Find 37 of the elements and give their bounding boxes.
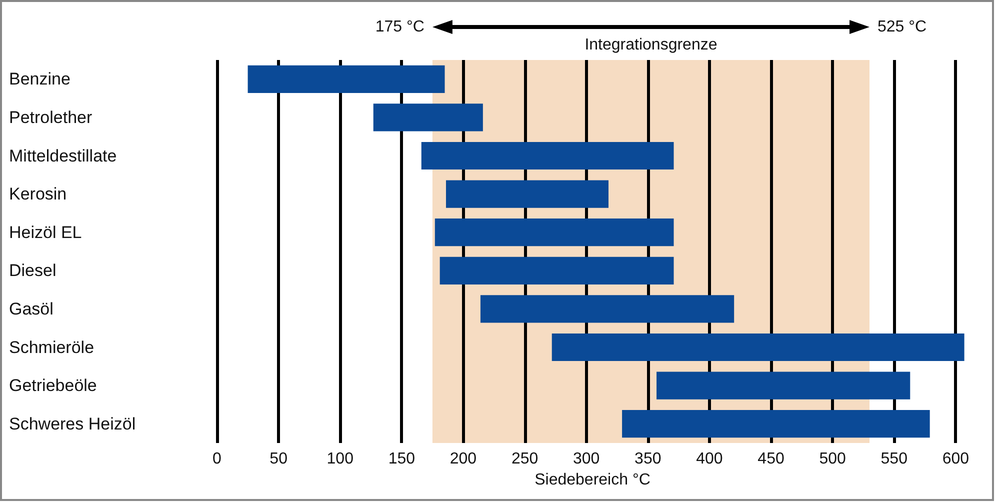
y-tick-label: Schweres Heizöl (9, 414, 136, 434)
y-tick-label: Heizöl EL (9, 222, 82, 242)
y-tick-label: Schmieröle (9, 338, 94, 357)
bar (480, 295, 734, 323)
y-tick-label: Benzine (9, 70, 70, 89)
x-tick-label: 100 (326, 450, 354, 468)
bar (434, 218, 674, 246)
bar (656, 372, 910, 400)
y-tick-label: Gasöl (9, 299, 54, 318)
text: 175 °C (375, 18, 424, 36)
bar (421, 142, 674, 170)
x-tick-label: 400 (696, 450, 723, 468)
text: 525 °C (878, 18, 927, 36)
bar (552, 333, 964, 362)
x-tick-label: 50 (270, 450, 288, 468)
y-tick-label: Kerosin (9, 184, 67, 204)
bar (622, 410, 930, 438)
x-tick-label: 150 (388, 450, 416, 468)
y-tick-label: Mitteldestillate (9, 146, 117, 166)
x-tick-label: 600 (942, 450, 970, 468)
y-tick-label: Petrolether (9, 108, 92, 127)
x-tick-label: 300 (572, 450, 600, 468)
bar (248, 65, 445, 93)
y-tick-label: Diesel (9, 261, 56, 280)
x-tick-label: 350 (634, 450, 662, 468)
x-tick-label: 0 (212, 450, 222, 468)
x-tick-label: 250 (511, 450, 538, 468)
x-tick-label: 500 (819, 450, 846, 468)
bar (446, 180, 609, 208)
bar (440, 256, 674, 284)
bar (373, 104, 483, 132)
x-axis-title: Siedebereich °C (534, 471, 650, 488)
x-tick-label: 550 (880, 450, 908, 468)
x-tick-label: 200 (450, 450, 477, 468)
y-tick-label: Getriebeöle (9, 376, 97, 396)
x-tick-label: 450 (758, 450, 784, 468)
band-label: Integrationsgrenze (584, 36, 718, 54)
